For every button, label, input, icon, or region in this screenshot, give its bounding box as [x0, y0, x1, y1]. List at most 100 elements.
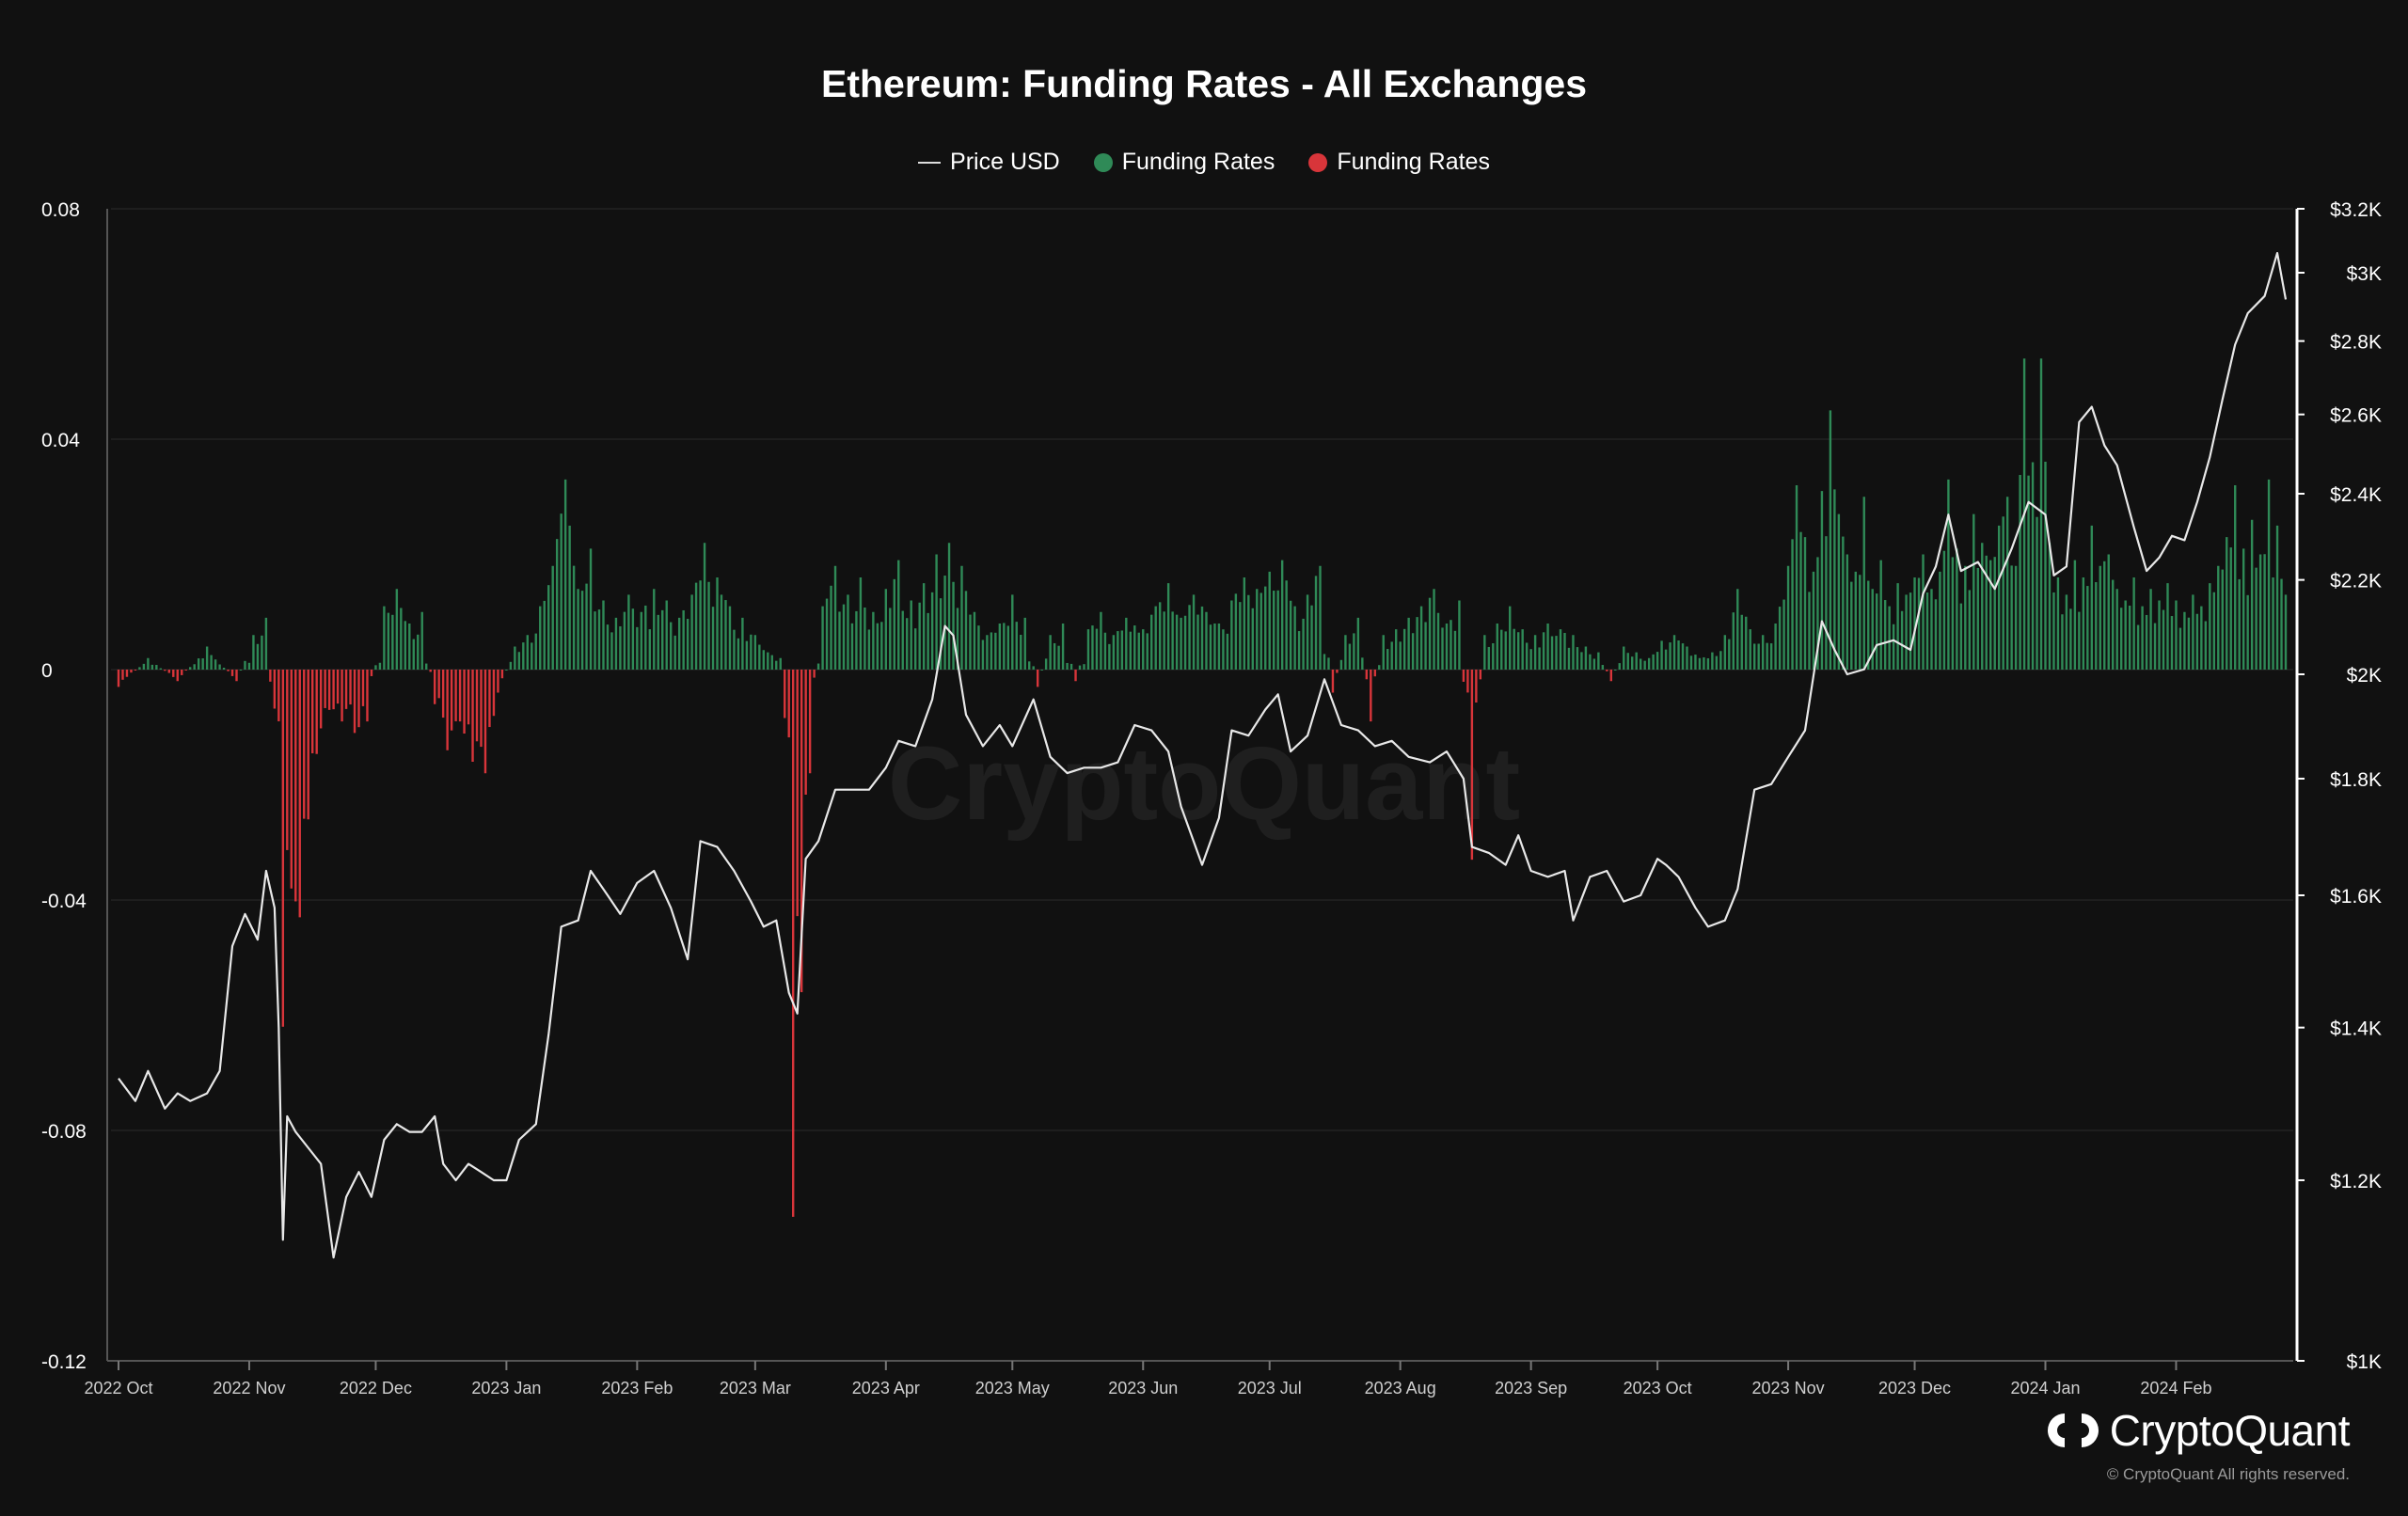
funding-bar-negative	[1475, 670, 1478, 703]
funding-bar-negative	[349, 670, 352, 705]
funding-bar-positive	[775, 660, 778, 670]
funding-bar-positive	[1492, 642, 1495, 670]
funding-bar-positive	[2242, 548, 2245, 670]
funding-bar-negative	[269, 670, 272, 682]
funding-bar-positive	[1150, 614, 1153, 670]
funding-bar-positive	[1390, 641, 1393, 670]
funding-bar-positive	[910, 600, 912, 670]
funding-bar-positive	[2090, 525, 2094, 670]
funding-bar-positive	[1643, 660, 1646, 670]
funding-bar-positive	[1597, 652, 1600, 670]
funding-bar-positive	[998, 624, 1002, 670]
funding-bar-positive	[1956, 548, 1958, 670]
funding-bar-positive	[395, 589, 399, 670]
funding-bar-positive	[1664, 649, 1668, 670]
funding-bar-positive	[1297, 631, 1301, 670]
funding-bar-positive	[1652, 654, 1655, 670]
price-line	[118, 252, 2288, 1259]
funding-bar-positive	[1703, 656, 1705, 670]
funding-bar-positive	[1567, 647, 1571, 670]
funding-bar-positive	[412, 639, 415, 670]
legend-item-price[interactable]: Price USD	[918, 149, 1060, 176]
funding-bar-negative	[1479, 670, 1482, 680]
funding-bar-positive	[2229, 547, 2232, 670]
funding-bar-positive	[551, 565, 554, 670]
funding-bar-positive	[2149, 589, 2152, 670]
x-tick-label: 2023 Feb	[601, 1379, 673, 1398]
funding-bar-positive	[1086, 629, 1090, 670]
y-right-tick-label: $1K	[2347, 1351, 2382, 1373]
funding-bar-negative	[121, 670, 124, 680]
funding-bar-positive	[1888, 606, 1891, 670]
funding-bar-positive	[2099, 565, 2101, 670]
funding-bar-positive	[1555, 636, 1558, 670]
legend-item-funding-positive[interactable]: Funding Rates	[1093, 149, 1275, 176]
funding-bar-positive	[2112, 579, 2115, 670]
funding-bar-positive	[1083, 664, 1085, 670]
funding-bar-negative	[290, 670, 293, 889]
funding-bar-positive	[2258, 554, 2262, 670]
funding-bar-positive	[1280, 560, 1284, 670]
funding-bar-positive	[1513, 628, 1515, 670]
legend-line-icon	[918, 161, 942, 164]
funding-bar-positive	[2103, 561, 2106, 670]
funding-bar-positive	[1200, 606, 1204, 670]
funding-bar-positive	[1939, 571, 1941, 670]
funding-bar-negative	[433, 670, 436, 704]
funding-bar-positive	[1243, 577, 1246, 670]
funding-bar-positive	[1859, 575, 1861, 670]
funding-bar-negative	[1462, 670, 1465, 682]
y-left-tick-label: -0.12	[41, 1351, 87, 1373]
funding-bar-positive	[2234, 485, 2237, 670]
funding-bar-positive	[1925, 592, 1929, 670]
funding-bar-negative	[361, 670, 365, 706]
funding-bar-positive	[547, 585, 550, 670]
funding-bar-negative	[336, 670, 340, 704]
funding-bar-negative	[332, 670, 335, 710]
x-tick-label: 2024 Jan	[2010, 1379, 2080, 1398]
funding-bar-positive	[623, 611, 626, 670]
funding-bar-positive	[1133, 625, 1136, 670]
funding-bar-positive	[716, 577, 719, 670]
funding-bar-positive	[2158, 600, 2161, 670]
funding-bar-positive	[1078, 665, 1082, 670]
funding-bar-positive	[1740, 614, 1743, 670]
funding-bar-positive	[1681, 643, 1685, 670]
funding-bar-positive	[1745, 616, 1748, 670]
funding-bar-negative	[787, 670, 790, 738]
y-right-tick-label: $2.6K	[2330, 405, 2382, 427]
funding-bar-positive	[1386, 649, 1389, 670]
funding-bar-positive	[1820, 491, 1824, 670]
funding-bar-positive	[1344, 635, 1347, 670]
funding-bar-negative	[483, 670, 487, 774]
funding-bar-positive	[1399, 641, 1402, 670]
funding-bar-positive	[724, 600, 727, 670]
funding-bar-positive	[1711, 652, 1714, 670]
funding-bar-positive	[1623, 646, 1625, 670]
price-line-layer	[118, 252, 2288, 1259]
funding-bar-positive	[960, 565, 963, 670]
funding-bar-positive	[1677, 640, 1680, 670]
funding-bar-positive	[1053, 642, 1056, 670]
funding-bar-positive	[1100, 611, 1102, 670]
funding-bar-positive	[531, 642, 533, 670]
funding-bar-positive	[737, 638, 740, 670]
funding-bar-positive	[572, 565, 576, 670]
funding-bar-positive	[1293, 606, 1296, 670]
funding-bar-negative	[310, 670, 314, 754]
funding-bar-negative	[1074, 670, 1077, 682]
funding-bar-positive	[1883, 600, 1887, 670]
funding-bar-positive	[1226, 633, 1229, 670]
funding-bar-positive	[2166, 583, 2169, 670]
chart-title: Ethereum: Funding Rates - All Exchanges	[820, 62, 1588, 105]
funding-bar-positive	[1732, 612, 1735, 670]
legend-item-funding-negative[interactable]: Funding Rates	[1308, 149, 1490, 176]
funding-bar-positive	[872, 611, 875, 670]
funding-bar-positive	[1166, 583, 1170, 670]
funding-bar-positive	[383, 606, 386, 670]
funding-bar-positive	[147, 657, 150, 670]
funding-bar-positive	[2246, 594, 2249, 670]
funding-bar-positive	[2052, 592, 2055, 670]
funding-bar-positive	[728, 606, 732, 670]
funding-bar-negative	[437, 670, 440, 699]
